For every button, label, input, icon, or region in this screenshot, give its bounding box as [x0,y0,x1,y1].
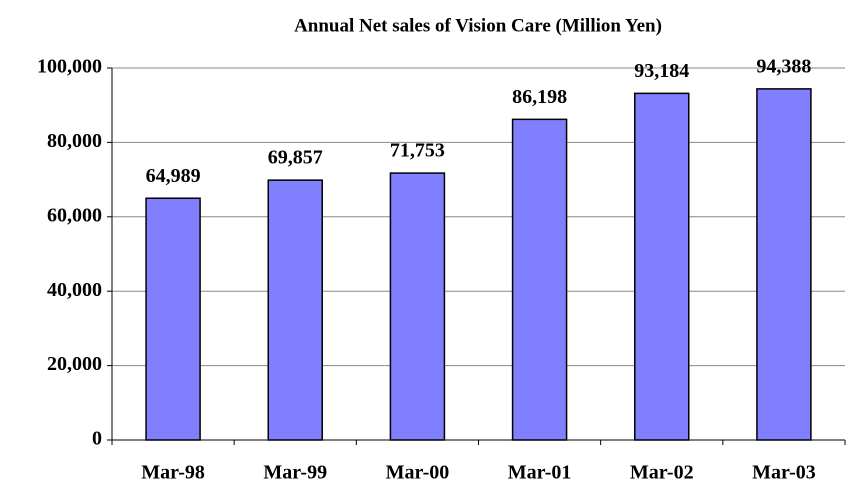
bar [389,172,446,441]
x-tick-label: Mar-00 [386,462,450,484]
y-tick-label: 20,000 [47,353,102,375]
bar [634,92,690,441]
x-tick-label: Mar-03 [752,462,816,484]
x-tick-label: Mar-02 [630,462,694,484]
value-label: 86,198 [512,86,567,108]
y-tick-label: 0 [92,428,102,450]
bar [756,88,812,441]
chart-title: Annual Net sales of Vision Care (Million… [294,15,662,36]
bar [511,118,568,441]
y-tick-label: 80,000 [47,130,102,152]
value-label: 69,857 [268,147,323,169]
value-label: 94,388 [756,55,811,77]
x-tick-label: Mar-98 [141,462,205,484]
x-tick-label: Mar-99 [263,462,327,484]
bar [267,179,323,441]
x-tick-label: Mar-01 [508,462,572,484]
bar [145,197,201,441]
value-label: 64,989 [146,165,201,187]
y-tick-label: 60,000 [47,204,102,226]
value-label: 93,184 [634,60,689,82]
y-tick-label: 100,000 [37,56,102,78]
value-label: 71,753 [390,140,445,162]
y-tick-label: 40,000 [47,279,102,301]
